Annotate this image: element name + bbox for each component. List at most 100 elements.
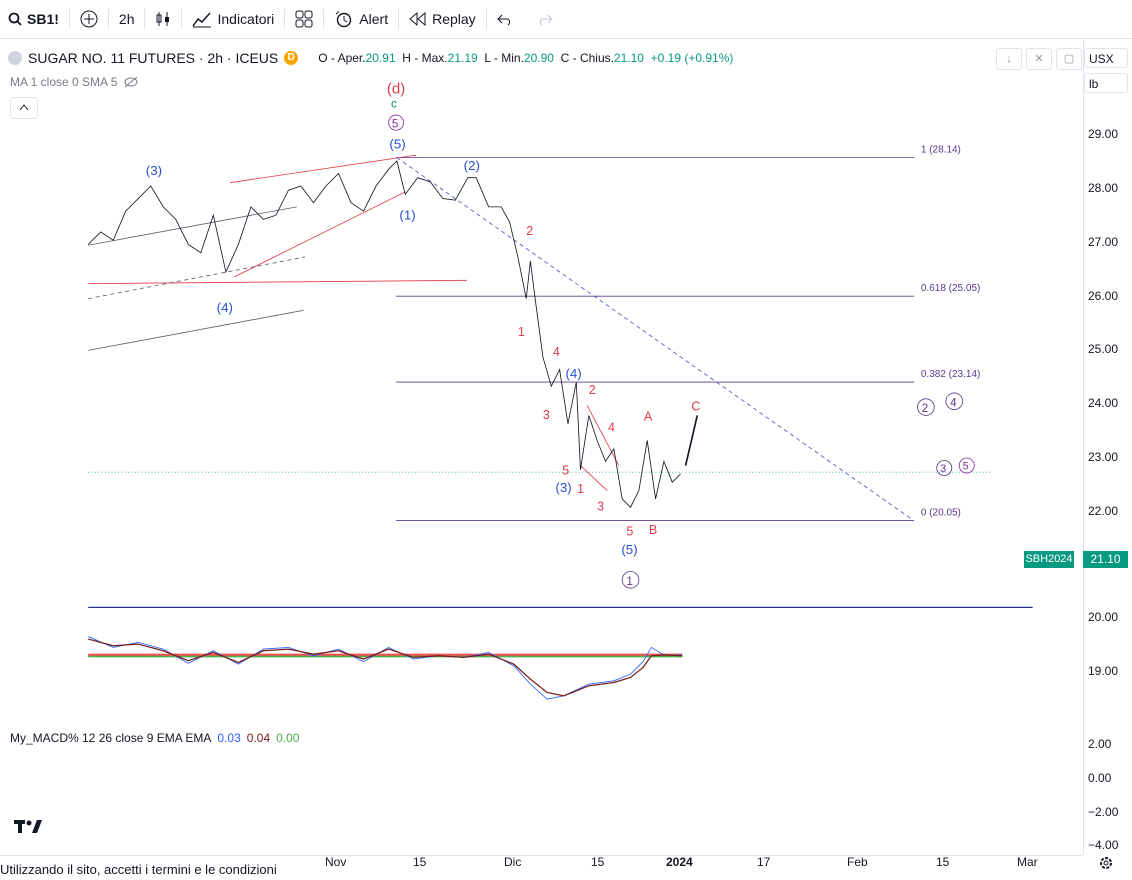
macd-legend[interactable]: My_MACD% 12 26 close 9 EMA EMA 0.03 0.04… (10, 731, 299, 745)
interval-button[interactable]: 2h (109, 0, 145, 38)
sub-5b-label: 5 (626, 525, 633, 539)
chart-type-button[interactable] (145, 0, 181, 38)
currency-select[interactable]: USX (1084, 48, 1128, 68)
price-axis[interactable] (1083, 40, 1132, 855)
compare-button[interactable] (70, 0, 108, 38)
symbol-label: SB1! (27, 11, 59, 27)
price-tick: 26.00 (1088, 289, 1119, 303)
fib-label-0: 0 (20.05) (921, 508, 961, 519)
collapse-legend-button[interactable] (10, 97, 38, 119)
alarm-clock-icon (335, 11, 352, 28)
horizontal-support-line (88, 279, 467, 285)
move-down-button[interactable]: ↓ (996, 48, 1022, 70)
last-price-label: 21.10 (1083, 551, 1128, 568)
search-icon (8, 12, 22, 26)
maximize-pane-button[interactable]: ▢ (1056, 48, 1082, 70)
settings-button[interactable] (1098, 855, 1114, 874)
tv-logo-icon (14, 820, 42, 833)
plus-circle-icon (80, 10, 98, 28)
main-chart[interactable]: (d) c 5 (5) (3) (2) (1) (4) (4) (3) (5) … (0, 40, 1080, 720)
price-tick: 20.00 (1088, 610, 1119, 624)
time-tick: 17 (757, 855, 771, 869)
divider (485, 9, 487, 29)
wave-1-circle (621, 571, 640, 589)
delayed-data-icon[interactable]: D (284, 51, 299, 65)
interval-label: 2h (118, 11, 135, 27)
wave-5b-label: (5) (621, 542, 637, 557)
channel-line-lower (88, 309, 304, 351)
ma-indicator-legend[interactable]: MA 1 close 0 SMA 5 (10, 75, 139, 89)
eye-hidden-icon[interactable] (123, 76, 139, 88)
macd-line (88, 636, 683, 700)
footer-note[interactable]: Utilizzando il sito, accetti i termini e… (0, 862, 277, 877)
wave-2-circle (917, 398, 935, 416)
redo-icon (539, 14, 553, 26)
undo-button[interactable] (487, 0, 525, 38)
time-tick: Mar (1017, 855, 1038, 869)
change-value: +0.19 (+0.91%) (650, 51, 734, 65)
wave-5-circle-label: 5 (392, 118, 398, 131)
macd-value-1: 0.03 (217, 731, 241, 745)
price-series (87, 160, 681, 508)
alert-label: Alert (359, 11, 389, 27)
macd-tick: 2.00 (1088, 737, 1112, 751)
collapse-pane-button[interactable]: ✕ (1026, 48, 1052, 70)
divider (323, 9, 325, 29)
wave-c-label: C (691, 399, 700, 413)
low-value: 20.90 (523, 51, 554, 65)
top-toolbar: SB1! 2h Indicatori Alert Replay (0, 0, 1132, 39)
divider (284, 9, 286, 29)
indicators-icon (192, 12, 212, 28)
divider (107, 9, 109, 29)
unit-select[interactable]: lb (1084, 73, 1128, 93)
price-tick: 19.00 (1088, 664, 1119, 678)
time-tick: 15 (936, 855, 950, 869)
wave-4-label: (4) (217, 300, 233, 315)
tradingview-logo[interactable] (14, 818, 44, 839)
macd-value-3: 0.00 (276, 731, 300, 745)
macd-tick: −2.00 (1088, 805, 1119, 819)
macd-signal-line (88, 638, 683, 697)
wave-2-label: (2) (464, 158, 480, 173)
rewind-icon (409, 12, 426, 26)
alert-button[interactable]: Alert (324, 0, 398, 38)
time-tick: Dic (504, 855, 522, 869)
wedge-upper-line (229, 154, 417, 184)
sub-4-label: 4 (553, 345, 560, 359)
wave-5b-circle (958, 457, 975, 474)
symbol-title[interactable]: SUGAR NO. 11 FUTURES · 2h · ICEUS (28, 50, 279, 66)
indicators-label: Indicatori (217, 11, 275, 27)
redo-button[interactable] (525, 0, 563, 38)
close-label: C - Chius. (560, 51, 614, 65)
replay-button[interactable]: Replay (399, 0, 486, 38)
wave-d-label: (d) (387, 80, 405, 97)
fib-label-1: 1 (28.14) (921, 145, 961, 156)
price-tick: 29.00 (1088, 127, 1119, 141)
layouts-button[interactable] (285, 0, 323, 38)
grid-icon (295, 10, 313, 28)
sub-2b-label: 2 (589, 383, 596, 397)
time-tick: 2024 (666, 855, 693, 869)
wave-3-circle-label: 3 (940, 463, 946, 475)
projection-c-line (684, 415, 699, 466)
macd-tick: 0.00 (1088, 771, 1112, 785)
price-tick: 25.00 (1088, 342, 1119, 356)
wave-5-label: (5) (389, 136, 405, 151)
replay-label: Replay (432, 11, 476, 27)
wave-5b-circle-label: 5 (963, 461, 969, 473)
price-tick: 23.00 (1088, 450, 1119, 464)
sub-1b-label: 1 (577, 482, 584, 496)
price-tick: 22.00 (1088, 504, 1119, 518)
time-tick: Nov (325, 855, 347, 869)
channel-red-a (586, 405, 620, 466)
symbol-search-button[interactable]: SB1! (0, 0, 69, 38)
sub-3-label: 3 (543, 408, 550, 422)
wave-1-label: (1) (399, 207, 415, 222)
fib-label-618: 0.618 (25.05) (921, 283, 981, 294)
time-axis[interactable] (0, 855, 1083, 880)
high-value: 21.19 (447, 51, 478, 65)
indicators-button[interactable]: Indicatori (182, 0, 284, 38)
chevron-up-icon (19, 104, 29, 111)
price-tick: 27.00 (1088, 235, 1119, 249)
sub-4b-label: 4 (608, 420, 615, 434)
